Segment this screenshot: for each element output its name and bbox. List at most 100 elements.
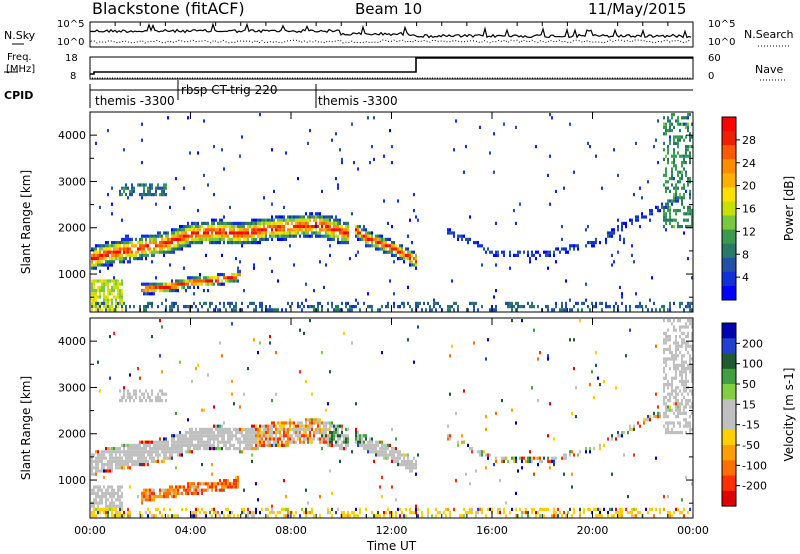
data-cell: [269, 218, 271, 222]
data-cell: [97, 488, 99, 492]
data-cell: [547, 173, 549, 177]
data-cell: [619, 285, 621, 289]
data-cell: [211, 427, 213, 431]
x-tick-label: 16:00: [476, 524, 508, 537]
data-cell: [327, 440, 329, 444]
data-cell: [497, 253, 499, 257]
data-cell: [161, 193, 163, 197]
data-cell: [439, 305, 441, 309]
data-cell: [307, 234, 309, 238]
data-cell: [343, 228, 345, 232]
data-cell: [175, 301, 177, 305]
data-cell: [143, 282, 145, 286]
data-cell: [293, 263, 295, 267]
data-cell: [117, 495, 119, 499]
data-cell: [683, 231, 685, 235]
data-cell: [169, 285, 171, 289]
data-cell: [131, 250, 133, 254]
data-cell: [317, 418, 319, 422]
data-cell: [407, 301, 409, 305]
data-cell: [263, 434, 265, 438]
data-cell: [253, 440, 255, 444]
data-cell: [663, 215, 665, 219]
data-cell: [97, 285, 99, 289]
data-cell: [161, 285, 163, 289]
data-cell: [383, 154, 385, 158]
data-cell: [173, 231, 175, 235]
data-cell: [329, 228, 331, 232]
data-cell: [239, 431, 241, 435]
data-cell: [615, 301, 617, 305]
data-cell: [285, 507, 287, 511]
data-cell: [275, 215, 277, 219]
data-cell: [385, 511, 387, 515]
data-cell: [139, 395, 141, 399]
data-cell: [221, 440, 223, 444]
data-cell: [169, 491, 171, 495]
data-cell: [683, 379, 685, 383]
data-cell: [295, 215, 297, 219]
data-cell: [497, 511, 499, 515]
data-cell: [91, 298, 93, 302]
data-cell: [255, 221, 257, 225]
data-cell: [293, 437, 295, 441]
data-cell: [387, 453, 389, 457]
data-cell: [485, 466, 487, 470]
data-cell: [235, 234, 237, 238]
data-cell: [151, 514, 153, 518]
data-cell: [167, 456, 169, 460]
data-cell: [357, 431, 359, 435]
data-cell: [673, 376, 675, 380]
data-cell: [97, 463, 99, 467]
data-cell: [403, 305, 405, 309]
data-cell: [97, 485, 99, 489]
data-cell: [371, 447, 373, 451]
data-cell: [223, 273, 225, 277]
data-cell: [119, 456, 121, 460]
data-cell: [671, 354, 673, 358]
data-cell: [679, 122, 681, 126]
data-cell: [153, 247, 155, 251]
data-cell: [129, 450, 131, 454]
data-cell: [665, 427, 667, 431]
data-cell: [241, 427, 243, 431]
data-cell: [241, 231, 243, 235]
data-cell: [153, 456, 155, 460]
data-cell: [447, 507, 449, 511]
data-cell: [315, 218, 317, 222]
data-cell: [309, 427, 311, 431]
data-cell: [159, 495, 161, 499]
data-cell: [245, 241, 247, 245]
data-cell: [407, 453, 409, 457]
data-cell: [367, 440, 369, 444]
data-cell: [291, 440, 293, 444]
data-cell: [237, 266, 239, 270]
data-cell: [347, 231, 349, 235]
data-cell: [611, 263, 613, 267]
data-cell: [389, 247, 391, 251]
data-cell: [299, 215, 301, 219]
data-cell: [383, 199, 385, 203]
data-cell: [601, 186, 603, 190]
data-cell: [691, 122, 693, 126]
data-cell: [211, 234, 213, 238]
data-cell: [217, 237, 219, 241]
data-cell: [279, 511, 281, 515]
data-cell: [143, 447, 145, 451]
data-cell: [91, 289, 93, 293]
data-cell: [155, 514, 157, 518]
data-cell: [289, 427, 291, 431]
data-cell: [149, 234, 151, 238]
data-cell: [241, 244, 243, 248]
data-cell: [207, 482, 209, 486]
data-cell: [187, 443, 189, 447]
data-cell: [177, 247, 179, 251]
data-cell: [663, 173, 665, 177]
data-cell: [561, 225, 563, 229]
data-cell: [383, 250, 385, 254]
data-cell: [251, 234, 253, 238]
data-cell: [413, 466, 415, 470]
data-cell: [107, 463, 109, 467]
data-cell: [239, 228, 241, 232]
data-cell: [563, 186, 565, 190]
